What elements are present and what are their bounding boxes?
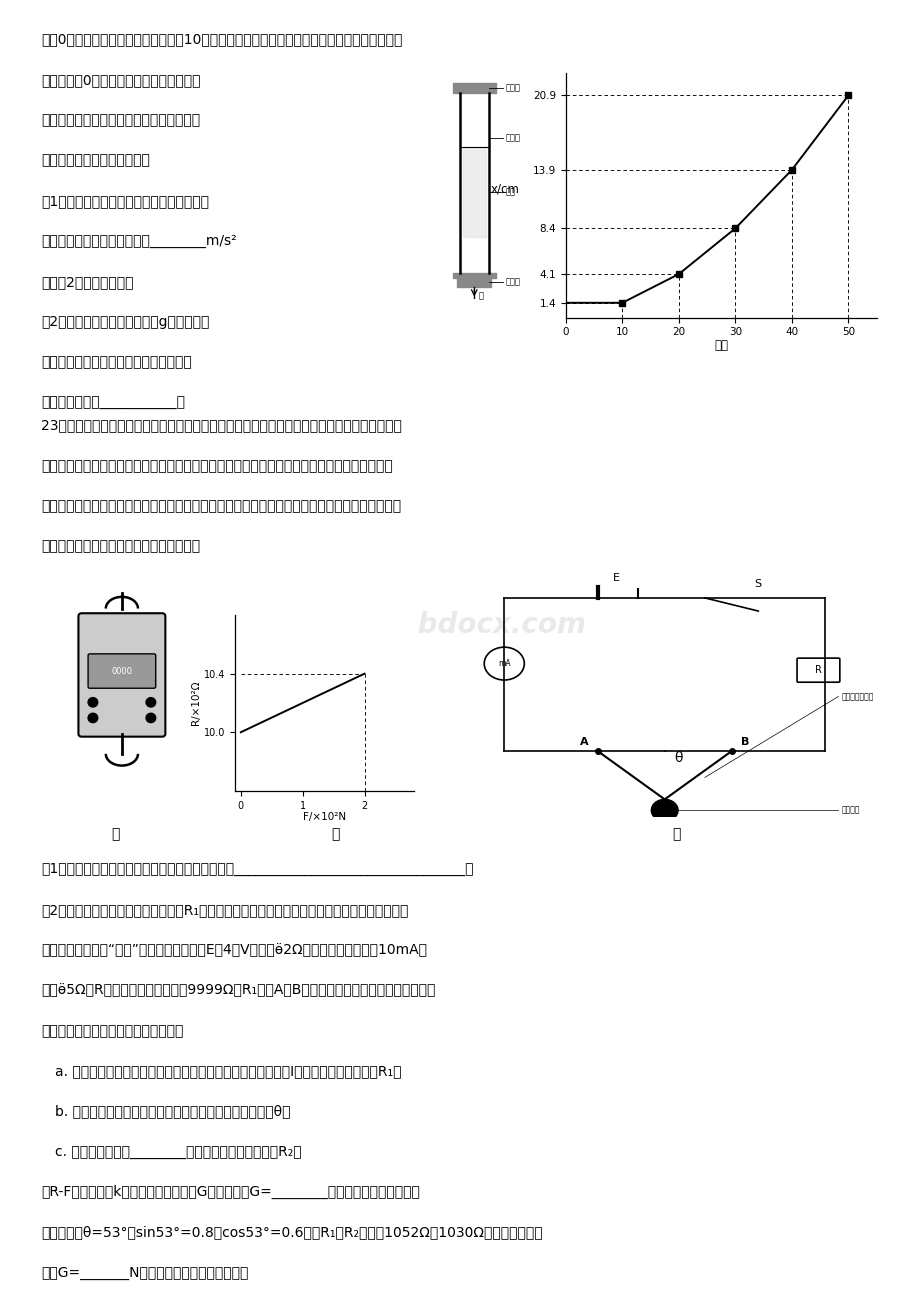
Y-axis label: x/cm: x/cm xyxy=(490,182,519,195)
Text: 重力G=_______N（结果保留三位有效数字）。: 重力G=_______N（结果保留三位有效数字）。 xyxy=(41,1266,248,1280)
FancyBboxPatch shape xyxy=(78,613,165,737)
Text: A: A xyxy=(580,737,588,746)
Circle shape xyxy=(146,713,155,723)
Text: （1）通过计算机拟合发现各点连线近似于抛: （1）通过计算机拟合发现各点连线近似于抛 xyxy=(41,194,210,208)
FancyBboxPatch shape xyxy=(88,654,155,689)
Text: 丝的电阵也随着发生变化；再经过相应的测量电路把这一电阵变化转换为电信号（电压或电流），: 丝的电阵也随着发生变化；再经过相应的测量电路把这一电阵变化转换为电信号（电压或电… xyxy=(41,499,401,513)
Text: 坐标为照片编号，如图所示，: 坐标为照片编号，如图所示， xyxy=(41,154,150,168)
Y-axis label: R/×10²Ω: R/×10²Ω xyxy=(190,681,200,725)
Text: 23．图甲所示是大型机械厂里用来称重的电子吐秤，其中实验称重的关键元件是拉力传感器，其: 23．图甲所示是大型机械厂里用来称重的电子吐秤，其中实验称重的关键元件是拉力传感… xyxy=(41,418,402,432)
Text: 玻璃管: 玻璃管 xyxy=(505,134,520,143)
Text: 丙: 丙 xyxy=(671,827,680,841)
Circle shape xyxy=(88,698,97,707)
X-axis label: 编号: 编号 xyxy=(713,339,728,352)
X-axis label: F/×10²N: F/×10²N xyxy=(302,812,346,822)
Text: 内阵ӫ5Ω；R是电阵笱，最大阵値是9999Ω；R₁接在A、B两接线柱之间，通过光滑绝缘滑环可: 内阵ӫ5Ω；R是电阵笱，最大阵値是9999Ω；R₁接在A、B两接线柱之间，通过光… xyxy=(41,983,436,997)
Text: 示），测得θ=53°（sin53°=0.8，cos53°=0.6），R₁、R₂分别为1052Ω和1030Ω，则待测重物的: 示），测得θ=53°（sin53°=0.8，cos53°=0.6），R₁、R₂分… xyxy=(41,1225,542,1240)
Text: 讽R-F图像斜率为k，则待测重物的重力G的表达式为G=________（用以上测得的物理量表: 讽R-F图像斜率为k，则待测重物的重力G的表达式为G=________（用以上测… xyxy=(41,1185,420,1199)
Text: E: E xyxy=(612,573,619,582)
Text: （保敵2位有效数字）；: （保敵2位有效数字）； xyxy=(41,275,134,289)
Text: 物线，则蜡烛上升的加速度为________m/s²: 物线，则蜡烛上升的加速度为________m/s² xyxy=(41,234,237,249)
Text: c. 调节电阵笱，使________，读出此时电阵笱的读数R₂；: c. 调节电阵笱，使________，读出此时电阵笱的读数R₂； xyxy=(55,1144,301,1159)
Text: 乙: 乙 xyxy=(331,827,340,841)
Circle shape xyxy=(88,713,97,723)
Circle shape xyxy=(146,698,155,707)
Text: www.bdocx.com: www.bdocx.com xyxy=(333,611,586,639)
Text: （1）简述拉力敏感电阵丝的阵値随拉力变化的原因_________________________________。: （1）简述拉力敏感电阵丝的阵値随拉力变化的原因_________________… xyxy=(41,862,473,876)
Text: 力，还需要测量___________。: 力，还需要测量___________。 xyxy=(41,396,186,410)
Text: 以照片编号0的位置为起点，测量数据，最: 以照片编号0的位置为起点，测量数据，最 xyxy=(41,73,200,87)
Text: 橡皮泥: 橡皮泥 xyxy=(505,277,520,286)
Text: 号为0，然后依次编号，并取出编号为10的倍数照片，使用照片编辑软件将照片依次排列处理，: 号为0，然后依次编号，并取出编号为10的倍数照片，使用照片编辑软件将照片依次排列… xyxy=(41,33,403,47)
Text: R: R xyxy=(814,665,821,676)
Text: （2）已知当地的重力加速度为g，忽略蜡烛: （2）已知当地的重力加速度为g，忽略蜡烛 xyxy=(41,315,210,329)
Text: 甲: 甲 xyxy=(110,827,119,841)
Circle shape xyxy=(651,799,677,822)
Text: 拉力敏感电阵丝: 拉力敏感电阵丝 xyxy=(840,691,873,700)
Text: b. 滑环下吐上待测重物，测出电阵丝与竖直方向的夹角为θ；: b. 滑环下吐上待测重物，测出电阵丝与竖直方向的夹角为θ； xyxy=(55,1104,290,1118)
Text: mA: mA xyxy=(497,659,510,668)
Text: 软木塞: 软木塞 xyxy=(505,83,520,92)
Text: 工作原理是：挂钩上挂上重物，传感器中拉力敏感电阵丝在拉力作用下发生形变，拉力敏感电阵: 工作原理是：挂钩上挂上重物，传感器中拉力敏感电阵丝在拉力作用下发生形变，拉力敏感… xyxy=(41,458,392,473)
Text: 从而完成将物体重量变换为电信号的过程。: 从而完成将物体重量变换为电信号的过程。 xyxy=(41,539,200,553)
Text: 待测重物: 待测重物 xyxy=(840,806,858,815)
Text: a. 滑环下不吐重物时，调节电阵笱，当电流表为某一合适示数I时，读出电阵笱的读数R₁；: a. 滑环下不吐重物时，调节电阵笱，当电流表为某一合适示数I时，读出电阵笱的读数… xyxy=(55,1064,402,1078)
Text: 路制作了一个简易“吐秤”，电路中电源动势E剠4V，内阵ӫ2Ω；灵敏毫安表量程为10mA，: 路制作了一个简易“吐秤”，电路中电源动势E剠4V，内阵ӫ2Ω；灵敏毫安表量程为… xyxy=(41,943,427,957)
Text: B: B xyxy=(740,737,748,746)
FancyBboxPatch shape xyxy=(796,658,839,682)
Text: θ: θ xyxy=(673,751,682,766)
Text: 运动受到的粘滒力，若要求蜡烛受到的浮: 运动受到的粘滒力，若要求蜡烛受到的浮 xyxy=(41,355,192,370)
Text: 蜡烛: 蜡烛 xyxy=(505,187,515,197)
Text: S: S xyxy=(754,579,761,589)
Text: 后建立坐标系描点作图，纵坐标为位移，横: 后建立坐标系描点作图，纵坐标为位移，横 xyxy=(41,113,200,128)
Text: 0000: 0000 xyxy=(111,667,132,676)
Text: 针: 针 xyxy=(478,292,483,301)
Text: （2）小明找到了一根拉力敏感电阵丝R₁；其阵値随拉力变化的图像如图乙所示，再按图丙所示电: （2）小明找到了一根拉力敏感电阵丝R₁；其阵値随拉力变化的图像如图乙所示，再按图… xyxy=(41,902,408,917)
Text: 将重物吐起，接通电路完成下列操作。: 将重物吐起，接通电路完成下列操作。 xyxy=(41,1023,184,1038)
